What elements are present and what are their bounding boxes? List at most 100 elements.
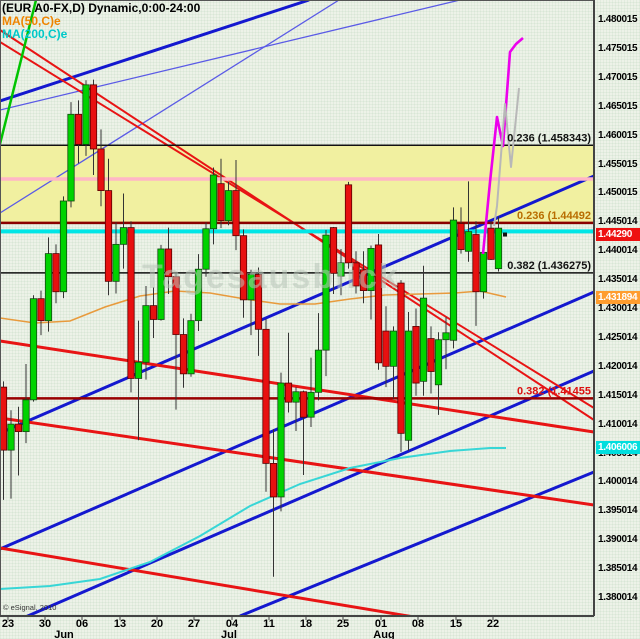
candle-body bbox=[194, 268, 203, 322]
candle-body bbox=[419, 297, 428, 382]
time-axis-label: 18 bbox=[299, 618, 313, 630]
candle-body bbox=[487, 227, 495, 260]
candle-body bbox=[224, 190, 233, 222]
candle-body bbox=[29, 298, 38, 401]
current-price-dot bbox=[503, 232, 507, 237]
time-axis-label: 08 bbox=[411, 618, 425, 630]
candle-body bbox=[157, 248, 165, 320]
squiggles[interactable] bbox=[481, 37, 524, 255]
fib-labels: 0.236 (1.458343) 0.236 (1.44492 0.382 (1.4… bbox=[507, 132, 591, 397]
candle-body bbox=[89, 84, 98, 150]
price-axis-label: 1.455015 bbox=[598, 158, 638, 170]
candle-body bbox=[0, 386, 8, 451]
candle-body bbox=[104, 190, 113, 282]
fib-label: 0.382 (1.41455 bbox=[517, 385, 591, 397]
candle-body bbox=[179, 334, 188, 375]
month-label: Jul bbox=[221, 629, 237, 639]
candle-body bbox=[149, 305, 158, 320]
candle-body bbox=[269, 463, 278, 498]
axis-tickmarks bbox=[7, 616, 494, 620]
candle-body bbox=[449, 219, 458, 341]
ma50-indicator-label: MA(50,C)e bbox=[2, 14, 61, 28]
candle-body bbox=[352, 262, 360, 287]
candle-body bbox=[344, 184, 353, 264]
price-axis-label: 1.385014 bbox=[598, 563, 638, 575]
fib-label: 0.382 (1.436275) bbox=[507, 260, 591, 272]
candle-body bbox=[217, 183, 225, 222]
price-axis-label: 1.445014 bbox=[598, 216, 638, 228]
price-axis-label: 1.395014 bbox=[598, 505, 638, 517]
gray-projection bbox=[493, 87, 520, 227]
candle-body bbox=[359, 269, 368, 291]
candle-body bbox=[202, 228, 210, 270]
candle-body bbox=[232, 190, 240, 237]
last-price-box: 1.44290 bbox=[596, 227, 640, 241]
candle-body bbox=[134, 361, 143, 379]
candles bbox=[0, 79, 503, 577]
candle-body bbox=[127, 227, 135, 379]
time-axis-label: 15 bbox=[449, 618, 463, 630]
candle-body bbox=[187, 320, 195, 375]
candle-body bbox=[112, 243, 120, 282]
candle-body bbox=[44, 253, 53, 322]
candle-body bbox=[434, 339, 443, 386]
candle-body bbox=[247, 274, 255, 301]
candle-body bbox=[97, 148, 105, 191]
time-axis-label: 23 bbox=[1, 618, 15, 630]
candle-body bbox=[209, 174, 218, 230]
price-axis-label: 1.460015 bbox=[598, 129, 638, 141]
candle-body bbox=[404, 330, 413, 441]
ma50-curve bbox=[0, 290, 507, 324]
candle-body bbox=[472, 234, 480, 293]
candle-body bbox=[172, 276, 180, 335]
candle-body bbox=[67, 113, 75, 202]
candle-body bbox=[397, 282, 405, 434]
candle-body bbox=[374, 244, 383, 364]
time-axis-label: 30 bbox=[38, 618, 52, 630]
candle-body bbox=[412, 326, 420, 384]
copyright-notice: © eSignal, 2010 bbox=[3, 603, 57, 612]
month-label: Jun bbox=[54, 629, 74, 639]
time-axis-label: 25 bbox=[336, 618, 350, 630]
price-axis-label: 1.435014 bbox=[598, 274, 638, 286]
time-axis-label: 20 bbox=[150, 618, 164, 630]
candle-body bbox=[457, 223, 465, 250]
candle-body bbox=[52, 253, 60, 293]
candle-body bbox=[59, 200, 68, 293]
candle-body bbox=[7, 423, 15, 451]
candle-body bbox=[239, 235, 248, 301]
candle-body bbox=[299, 391, 308, 418]
candle-body bbox=[427, 338, 435, 372]
time-axis-label: 13 bbox=[113, 618, 127, 630]
candle-body bbox=[464, 231, 473, 252]
price-axis-label: 1.400014 bbox=[598, 476, 638, 488]
time-axis-label: 01 bbox=[374, 618, 388, 630]
price-axis-label: 1.480015 bbox=[598, 14, 638, 25]
plot-border bbox=[0, 0, 595, 617]
time-axis-label: 04 bbox=[225, 618, 239, 630]
candle-body bbox=[14, 423, 23, 433]
price-axis-label: 1.425014 bbox=[598, 331, 638, 343]
time-axis-label: 11 bbox=[263, 618, 275, 630]
price-axis-label: 1.420014 bbox=[598, 360, 638, 372]
candle-body bbox=[284, 382, 293, 403]
chart-title: (EUR A0-FX,D) Dynamic,0:00-24:00 bbox=[2, 1, 201, 15]
ma200-value-box: 1.406006 bbox=[596, 440, 640, 454]
magenta-projection bbox=[481, 37, 524, 255]
candle-body bbox=[82, 84, 90, 145]
candle-body bbox=[74, 113, 83, 145]
price-axis-label: 1.440014 bbox=[598, 245, 638, 257]
candle-body bbox=[142, 305, 150, 363]
candle-body bbox=[277, 382, 285, 498]
price-axis-label: 1.410014 bbox=[598, 418, 638, 430]
candle-body bbox=[314, 349, 323, 393]
candle-body bbox=[254, 274, 263, 330]
candle-body bbox=[322, 234, 330, 351]
candle-body bbox=[389, 330, 398, 367]
time-axis-label: 06 bbox=[75, 618, 89, 630]
fib-label: 0.236 (1.458343) bbox=[507, 132, 591, 144]
price-axis-label: 1.430014 bbox=[598, 303, 638, 314]
candle-body bbox=[479, 252, 488, 293]
